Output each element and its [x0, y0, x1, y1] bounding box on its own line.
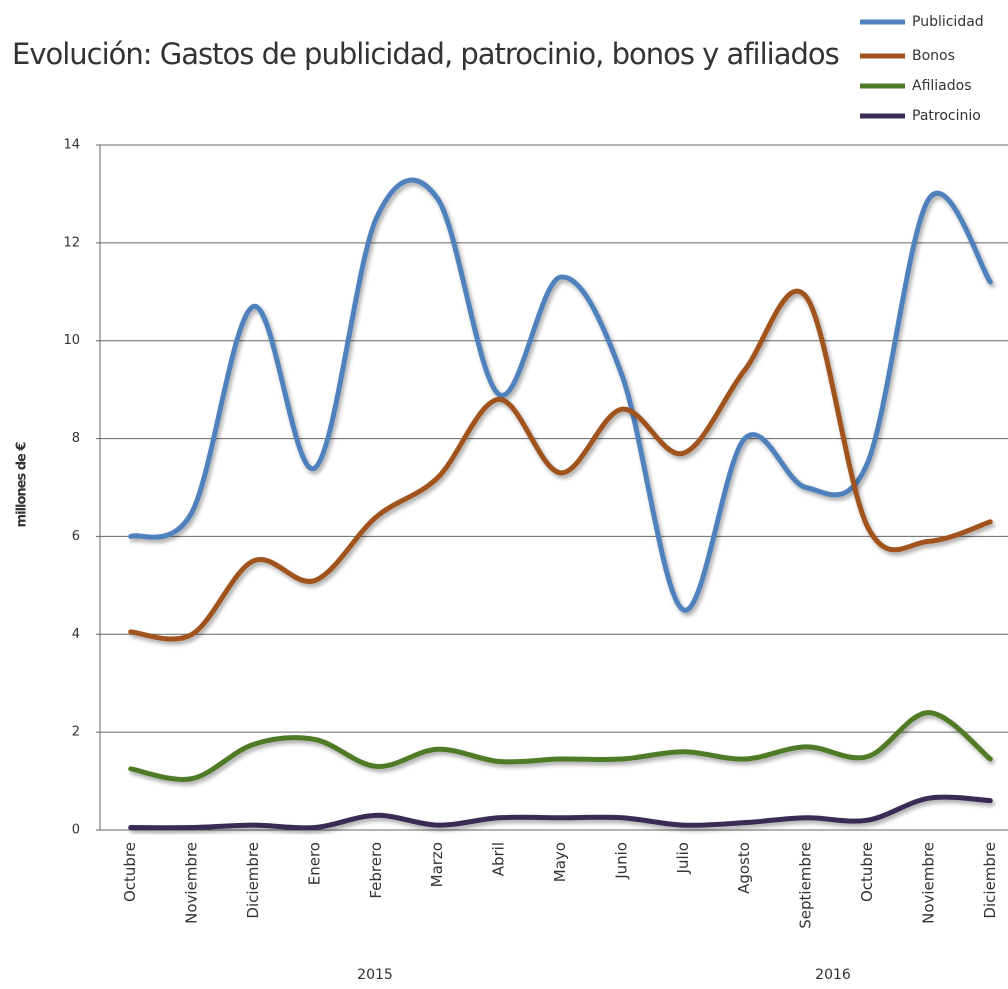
- x-tick-label: Noviembre: [919, 842, 937, 924]
- legend-label: Bonos: [912, 48, 955, 64]
- y-tick-label: 4: [72, 627, 80, 642]
- x-tick-label: Mayo: [551, 842, 569, 882]
- x-tick-label: Septiembre: [797, 842, 815, 929]
- legend-label: Patrocinio: [912, 108, 981, 124]
- series-line: [128, 794, 993, 831]
- y-axis-label: millones de €: [15, 442, 30, 528]
- series-line: [128, 710, 993, 782]
- x-tick-label: Abril: [490, 842, 508, 876]
- x-tick-label: Octubre: [858, 842, 876, 902]
- x-tick-label: Octubre: [121, 842, 139, 902]
- series-line: [128, 288, 993, 642]
- series-line: [128, 177, 993, 613]
- x-tick-label: Diciembre: [981, 842, 999, 919]
- y-tick-label: 0: [72, 823, 80, 838]
- x-tick-label: Enero: [305, 842, 323, 885]
- x-tick-label: Febrero: [367, 842, 385, 899]
- x-tick-label: Diciembre: [244, 842, 262, 919]
- legend-label: Publicidad: [912, 14, 984, 30]
- y-tick-label: 2: [72, 725, 80, 740]
- x-tick-label: Agosto: [735, 842, 753, 894]
- x-tick-label: Junio: [612, 842, 630, 880]
- x-tick-label: Julio: [674, 842, 692, 874]
- y-tick-label: 6: [72, 529, 80, 544]
- y-tick-label: 12: [63, 235, 80, 250]
- legend-label: Afiliados: [912, 78, 972, 94]
- chart-title: Evolución: Gastos de publicidad, patroci…: [12, 37, 839, 71]
- year-label: 2016: [815, 967, 851, 983]
- y-tick-label: 10: [63, 333, 80, 348]
- year-label: 2015: [357, 967, 393, 983]
- x-tick-label: Noviembre: [183, 842, 201, 924]
- x-tick-label: Marzo: [428, 842, 446, 887]
- y-tick-label: 8: [72, 431, 80, 446]
- y-tick-label: 14: [63, 138, 80, 153]
